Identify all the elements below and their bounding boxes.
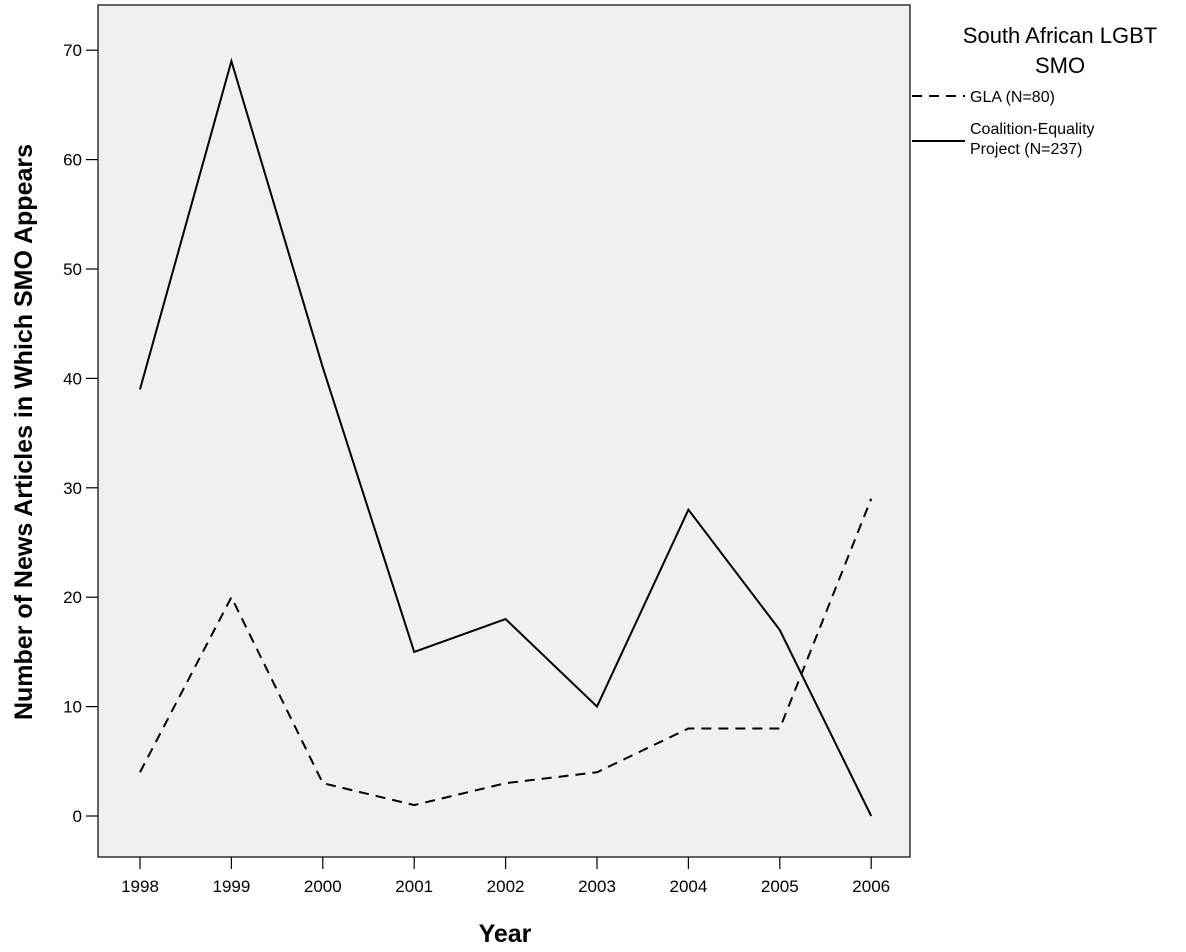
x-tick-label: 2005 bbox=[761, 877, 799, 896]
x-tick-label: 2004 bbox=[669, 877, 707, 896]
y-axis: 0 10 20 30 40 50 60 70 bbox=[63, 41, 98, 826]
legend: South African LGBT SMO GLA (N=80) Coalit… bbox=[912, 23, 1157, 158]
legend-label-coalition-line-2: Project (N=237) bbox=[970, 141, 1083, 158]
x-axis: 1998 1999 2000 2001 2002 2003 2004 2005 2006 bbox=[121, 857, 890, 896]
y-axis-title: Number of News Articles in Which SMO App… bbox=[10, 144, 38, 720]
y-tick-label: 10 bbox=[63, 698, 82, 717]
legend-title-line-2: SMO bbox=[1035, 53, 1085, 78]
y-tick-label: 0 bbox=[73, 807, 82, 826]
y-tick-label: 60 bbox=[63, 151, 82, 170]
x-tick-label: 2006 bbox=[852, 877, 890, 896]
legend-title-line-1: South African LGBT bbox=[963, 23, 1157, 48]
x-tick-label: 2003 bbox=[578, 877, 616, 896]
x-tick-label: 1998 bbox=[121, 877, 159, 896]
x-tick-label: 2000 bbox=[304, 877, 342, 896]
y-tick-label: 40 bbox=[63, 369, 82, 388]
series-line-coalition-equality bbox=[139, 57, 873, 817]
legend-label-gla: GLA (N=80) bbox=[970, 89, 1055, 106]
y-tick-label: 70 bbox=[63, 41, 82, 60]
y-tick-label: 30 bbox=[63, 479, 82, 498]
y-tick-label: 20 bbox=[63, 588, 82, 607]
plot-area bbox=[97, 4, 911, 858]
series-layer bbox=[139, 57, 873, 817]
legend-label-coalition-line-1: Coalition-Equality bbox=[970, 121, 1095, 138]
x-tick-label: 1999 bbox=[212, 877, 250, 896]
x-tick-label: 2002 bbox=[487, 877, 525, 896]
x-tick-label: 2001 bbox=[395, 877, 433, 896]
x-axis-title: Year bbox=[479, 920, 532, 948]
y-tick-label: 50 bbox=[63, 260, 82, 279]
